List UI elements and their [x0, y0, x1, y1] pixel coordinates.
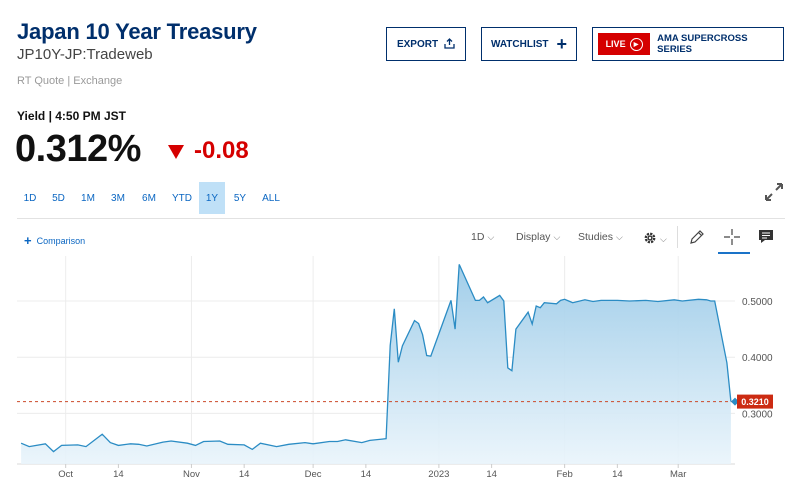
range-5y[interactable]: 5Y — [233, 192, 247, 204]
export-button-label: EXPORT — [396, 38, 439, 50]
display-label: Display — [516, 231, 551, 243]
x-tick-label: Dec — [305, 469, 322, 480]
x-tick-label: 2023 — [428, 469, 449, 480]
pencil-icon[interactable] — [688, 228, 708, 248]
plus-icon: + — [556, 33, 568, 54]
price-value: 0.312% — [15, 128, 141, 170]
chevron-down-icon: ⌵ — [553, 231, 561, 242]
expand-arrows-icon[interactable] — [763, 181, 785, 203]
live-event-button[interactable]: LIVE ▶ AMA SUPERCROSS SERIES — [592, 27, 784, 61]
down-arrow-icon — [168, 145, 184, 159]
crosshair-icon[interactable] — [723, 228, 743, 248]
gear-icon — [643, 231, 657, 248]
x-tick-label: Feb — [556, 469, 572, 480]
y-tick-label: 0.5000 — [742, 297, 773, 308]
x-tick-label: 14 — [612, 469, 623, 480]
settings-dropdown[interactable]: ⌵ — [643, 231, 667, 248]
series-area — [21, 264, 731, 464]
y-tick-label: 0.4000 — [742, 353, 773, 364]
price-change-value: -0.08 — [194, 137, 249, 164]
symbol-label: JP10Y-JP:Tradeweb — [17, 46, 153, 63]
x-tick-label: 14 — [486, 469, 497, 480]
live-badge-label: LIVE — [605, 39, 626, 49]
watchlist-button[interactable]: WATCHLIST + — [481, 27, 577, 61]
series-line — [20, 264, 732, 453]
comparison-button[interactable]: + Comparison — [24, 233, 85, 248]
page-title: Japan 10 Year Treasury — [17, 19, 257, 44]
chevron-down-icon: ⌵ — [616, 231, 623, 242]
play-icon: ▶ — [629, 37, 643, 51]
comment-icon[interactable] — [757, 228, 777, 248]
chevron-down-icon: ⌵ — [660, 234, 667, 244]
current-value-badge — [737, 394, 773, 409]
x-tick-label: Nov — [183, 469, 200, 480]
range-1m[interactable]: 1M — [81, 192, 95, 204]
range-5d[interactable]: 5D — [52, 192, 65, 204]
yield-timestamp: Yield | 4:50 PM JST — [17, 109, 126, 123]
x-tick-label: 14 — [239, 469, 250, 480]
toolbar-divider — [677, 226, 678, 248]
price-change: -0.08 — [168, 137, 249, 165]
plus-icon: + — [24, 233, 32, 248]
live-event-label: AMA SUPERCROSS SERIES — [657, 33, 748, 55]
range-selector: 1D 5D 1M 3M 6M YTD 1Y 5Y ALL — [16, 182, 287, 214]
comparison-label: Comparison — [36, 235, 86, 246]
divider — [17, 218, 785, 219]
interval-label: 1D — [471, 231, 485, 243]
current-value-label: 0.3210 — [741, 397, 769, 407]
x-tick-label: 14 — [361, 469, 372, 480]
x-tick-label: Mar — [670, 469, 686, 480]
studies-label: Studies — [578, 231, 614, 243]
x-tick-label: Oct — [58, 469, 73, 480]
x-tick-label: 14 — [113, 469, 124, 480]
range-1y[interactable]: 1Y — [199, 182, 225, 214]
current-value-tag: 0.3210 — [731, 394, 773, 409]
x-axis: Oct 14 Nov 14 Dec 14 2023 14 Feb 14 Mar — [58, 464, 686, 480]
range-all[interactable]: ALL — [262, 192, 280, 204]
range-6m[interactable]: 6M — [142, 192, 156, 204]
studies-dropdown[interactable]: Studies ⌵ — [578, 231, 623, 243]
export-button[interactable]: EXPORT — [386, 27, 466, 61]
range-1d[interactable]: 1D — [23, 192, 37, 204]
quote-source-label: RT Quote | Exchange — [17, 75, 123, 87]
range-ytd[interactable]: YTD — [172, 192, 192, 204]
active-tool-indicator — [718, 252, 750, 254]
interval-dropdown[interactable]: 1D ⌵ — [471, 231, 494, 243]
y-tick-label: 0.3000 — [742, 409, 773, 420]
display-dropdown[interactable]: Display ⌵ — [516, 231, 560, 243]
upload-icon — [444, 37, 455, 52]
watchlist-button-label: WATCHLIST — [490, 38, 549, 50]
y-axis: 0.3000 0.4000 0.5000 — [742, 297, 773, 420]
live-badge: LIVE ▶ — [598, 33, 651, 55]
range-3m[interactable]: 3M — [111, 192, 125, 204]
chevron-down-icon: ⌵ — [487, 231, 495, 242]
